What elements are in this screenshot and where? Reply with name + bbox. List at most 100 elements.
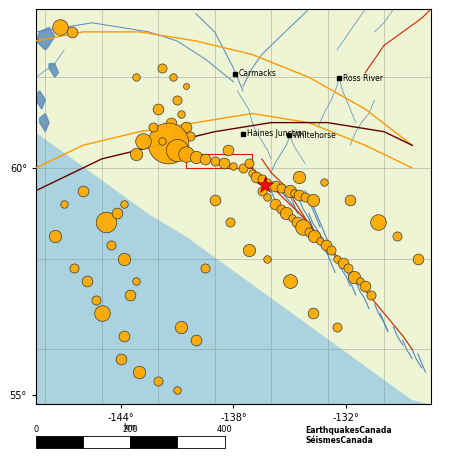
- Polygon shape: [49, 64, 58, 77]
- Point: [173, 386, 180, 394]
- Point: [83, 278, 90, 285]
- Point: [367, 291, 374, 299]
- Text: EarthquakesCanada
SéismesCanada: EarthquakesCanada SéismesCanada: [305, 426, 392, 445]
- Point: [299, 223, 307, 230]
- Text: Haines Junction: Haines Junction: [247, 129, 306, 139]
- Point: [261, 182, 268, 189]
- Point: [121, 201, 128, 208]
- Point: [57, 24, 64, 31]
- Text: 0: 0: [33, 425, 39, 434]
- Point: [187, 133, 194, 140]
- Point: [224, 146, 231, 153]
- Point: [79, 187, 87, 194]
- Point: [345, 264, 352, 271]
- Point: [121, 332, 128, 340]
- Point: [245, 160, 252, 167]
- Point: [328, 246, 335, 253]
- Text: 200: 200: [122, 425, 138, 434]
- Point: [132, 278, 139, 285]
- Point: [286, 278, 294, 285]
- Point: [177, 110, 185, 117]
- Point: [258, 187, 265, 194]
- Point: [333, 255, 340, 263]
- Point: [102, 219, 109, 226]
- Point: [70, 264, 77, 271]
- Point: [202, 264, 209, 271]
- Point: [322, 241, 329, 249]
- Point: [173, 96, 180, 104]
- Point: [320, 178, 327, 185]
- Point: [61, 201, 68, 208]
- Point: [136, 369, 143, 376]
- Point: [375, 219, 382, 226]
- Point: [183, 83, 190, 90]
- Point: [117, 355, 124, 362]
- Text: Whitehorse: Whitehorse: [293, 131, 336, 140]
- Point: [211, 196, 218, 203]
- Point: [264, 255, 271, 263]
- Point: [356, 278, 363, 285]
- Point: [177, 323, 185, 330]
- Point: [317, 237, 324, 244]
- Point: [350, 273, 357, 280]
- Point: [149, 123, 156, 131]
- Point: [305, 228, 313, 235]
- Point: [361, 282, 369, 290]
- Point: [252, 174, 260, 181]
- Point: [192, 337, 199, 344]
- Point: [183, 123, 190, 131]
- Point: [394, 232, 401, 240]
- Point: [132, 151, 139, 158]
- Point: [249, 169, 256, 176]
- Point: [301, 194, 308, 201]
- Point: [158, 65, 166, 72]
- Point: [333, 323, 340, 330]
- Point: [192, 153, 199, 160]
- Point: [220, 160, 228, 167]
- Point: [309, 196, 316, 203]
- Point: [173, 146, 180, 153]
- Point: [230, 162, 237, 169]
- Point: [127, 291, 134, 299]
- Point: [168, 119, 175, 126]
- Polygon shape: [36, 91, 45, 109]
- Point: [414, 255, 422, 263]
- Point: [92, 296, 100, 303]
- Point: [211, 157, 218, 165]
- Point: [271, 201, 278, 208]
- Point: [309, 309, 316, 317]
- Point: [108, 241, 115, 249]
- Point: [296, 191, 303, 199]
- Point: [173, 128, 180, 135]
- Point: [226, 219, 233, 226]
- Point: [311, 232, 318, 240]
- Point: [245, 246, 252, 253]
- Point: [296, 174, 303, 181]
- Point: [98, 309, 106, 317]
- Point: [202, 155, 209, 162]
- Point: [68, 28, 75, 35]
- Text: Ross River: Ross River: [343, 73, 383, 83]
- Point: [347, 196, 354, 203]
- Text: km: km: [124, 423, 136, 432]
- Text: Carmacks: Carmacks: [239, 69, 277, 78]
- Polygon shape: [36, 28, 55, 50]
- Text: 400: 400: [216, 425, 233, 434]
- Point: [264, 194, 271, 201]
- Point: [154, 105, 162, 112]
- Point: [239, 164, 247, 172]
- Point: [288, 214, 295, 222]
- Polygon shape: [40, 113, 49, 132]
- Point: [271, 183, 278, 190]
- Point: [277, 185, 284, 192]
- Point: [264, 178, 271, 185]
- Point: [140, 137, 147, 145]
- Point: [183, 151, 190, 158]
- Point: [121, 255, 128, 263]
- Point: [282, 210, 290, 217]
- Point: [339, 260, 346, 267]
- Point: [290, 189, 297, 196]
- Point: [286, 187, 294, 194]
- Point: [113, 210, 120, 217]
- Point: [277, 205, 284, 213]
